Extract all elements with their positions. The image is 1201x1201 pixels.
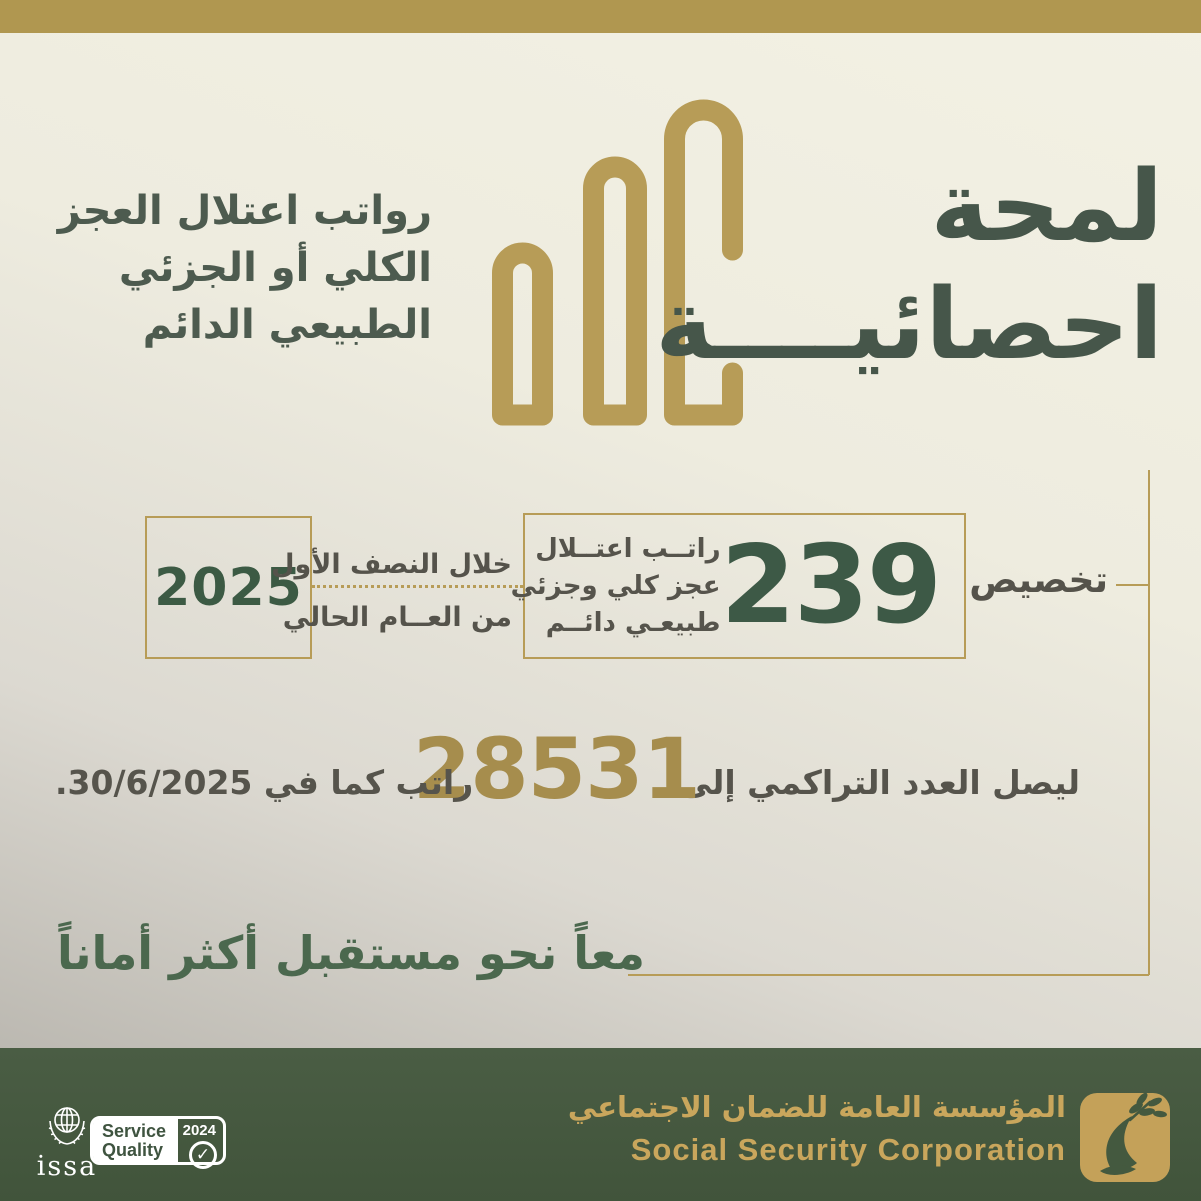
count-label: راتــب اعتــلال عجز كلي وجزئي طبيعـي دائ… xyxy=(511,531,721,642)
ssc-logo-tile xyxy=(1080,1092,1170,1182)
count-label-line-2: عجز كلي وجزئي xyxy=(510,570,721,601)
gold-bracket-bottom-line xyxy=(628,974,1149,976)
issa-label: issa xyxy=(36,1151,98,1182)
subject-line-3: الطبيعي الدائم xyxy=(142,302,432,348)
issa-globe-icon xyxy=(48,1107,86,1145)
badge-year: 2024 xyxy=(182,1122,216,1139)
page-title: لمحة احصائيــــة xyxy=(655,148,1163,384)
dotted-connector-line xyxy=(312,585,523,588)
count-label-line-1: راتــب اعتــلال xyxy=(535,533,721,564)
count-value: 239 xyxy=(720,523,942,648)
issa-logo: issa xyxy=(32,1106,102,1182)
cumulative-total: 28531 xyxy=(412,720,701,818)
gold-bracket-tick xyxy=(1116,584,1149,586)
org-name-arabic: المؤسسة العامة للضمان الاجتماعي xyxy=(567,1090,1066,1124)
page-title-line-1: لمحة xyxy=(930,150,1163,264)
bar-chart-icon xyxy=(492,99,743,426)
count-label-line-3: طبيعـي دائــم xyxy=(545,607,721,638)
badge-line-service: Service xyxy=(102,1120,167,1141)
period-label: خلال النصف الأول من العــام الحالي xyxy=(271,538,512,644)
period-line-1: خلال النصف الأول xyxy=(271,549,512,580)
year-box: 2025 xyxy=(145,516,312,659)
subject-line-2: الكلي أو الجزئي xyxy=(118,245,432,291)
period-line-2: من العــام الحالي xyxy=(282,602,512,633)
allocation-label: تخصيص xyxy=(969,560,1108,601)
olive-branch-icon xyxy=(1100,1092,1167,1175)
page-title-line-2: احصائيــــة xyxy=(655,268,1163,382)
cumulative-prefix: ليصل العدد التراكمي إلى xyxy=(678,763,1080,802)
footer-bar: issa Service Quality 2024 ✓ المؤسسة العا… xyxy=(0,1048,1201,1201)
gold-bracket-vertical-line xyxy=(1148,470,1150,975)
subject-line-1: رواتب اعتلال العجز xyxy=(57,188,432,234)
org-name-english: Social Security Corporation xyxy=(630,1132,1066,1167)
service-quality-badge: Service Quality 2024 ✓ xyxy=(90,1116,226,1169)
badge-line-quality: Quality xyxy=(102,1139,164,1160)
top-gold-bar xyxy=(0,0,1201,33)
count-box: 239 راتــب اعتــلال عجز كلي وجزئي طبيعـي… xyxy=(511,513,966,659)
cumulative-suffix: راتب كما في 30/6/2025. xyxy=(55,763,474,802)
subject-heading: رواتب اعتلال العجز الكلي أو الجزئي الطبي… xyxy=(58,183,432,354)
check-icon: ✓ xyxy=(189,1141,217,1169)
year-value: 2025 xyxy=(154,557,303,618)
slogan: معاً نحو مستقبل أكثر أماناً xyxy=(57,926,646,980)
service-quality-text: Service Quality xyxy=(93,1119,178,1162)
